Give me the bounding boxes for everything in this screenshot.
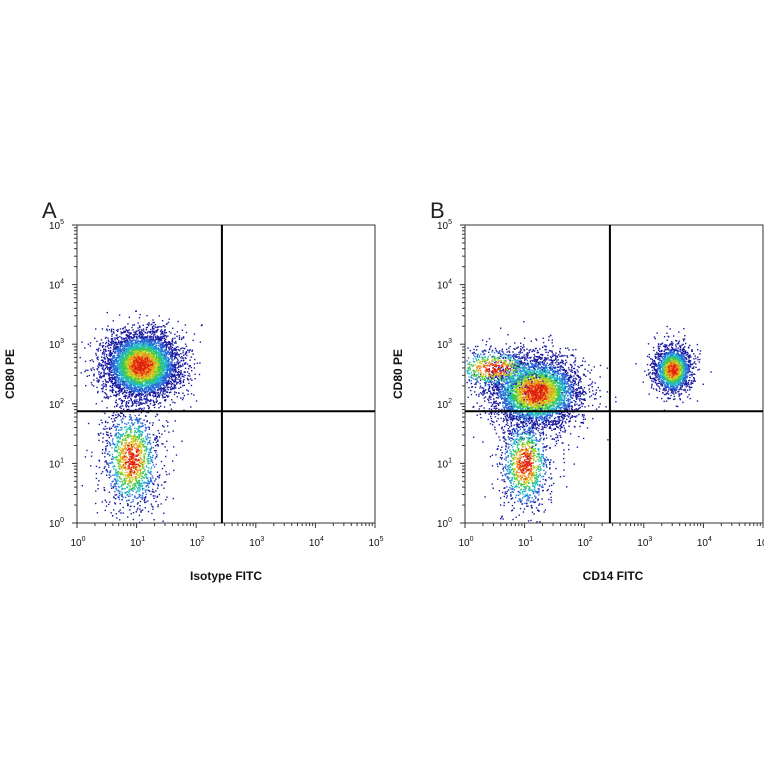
panel-a-events	[79, 310, 203, 524]
panel-a-plot-frame	[76, 224, 376, 524]
x-tick-label: 104	[697, 536, 712, 549]
x-tick-label: 103	[249, 536, 264, 549]
x-tick-label: 103	[637, 536, 652, 549]
panel-b-events	[466, 321, 712, 523]
x-tick-label: 100	[70, 536, 85, 549]
y-tick-label: 103	[49, 338, 64, 351]
panel-a-x-axis-title: Isotype FITC	[190, 569, 262, 583]
panel-b-y-axis-title: CD80 PE	[391, 349, 405, 399]
x-tick-label: 100	[458, 536, 473, 549]
panel-b-y-ticks: 100 101 102 103 104 105	[437, 219, 465, 530]
panel-a-y-axis-title: CD80 PE	[3, 349, 17, 399]
panel-b-plot-frame	[464, 224, 764, 524]
y-tick-label: 101	[49, 457, 64, 470]
y-tick-label: 103	[437, 338, 452, 351]
y-tick-label: 101	[437, 457, 452, 470]
x-tick-label: 101	[130, 536, 145, 549]
y-tick-label: 102	[49, 398, 64, 411]
y-tick-label: 104	[437, 279, 452, 292]
panel-a-letter: A	[42, 198, 57, 223]
y-tick-label: 105	[437, 219, 452, 232]
y-tick-label: 102	[437, 398, 452, 411]
panel-b-letter: B	[430, 198, 445, 223]
y-tick-label: 100	[437, 517, 452, 530]
x-tick-label: 105	[368, 536, 383, 549]
x-tick-label: 102	[190, 536, 205, 549]
x-tick-label: 101	[518, 536, 533, 549]
panel-a: A 100 101 102 103 104 105 100101102103104105 …	[3, 198, 384, 583]
y-tick-label: 104	[49, 279, 64, 292]
panel-b-x-axis-title: CD14 FITC	[583, 569, 644, 583]
panel-a-x-ticks: 100 101 102 103 104 105	[70, 523, 384, 549]
panel-b-x-ticks: 100 101 102 103 104 105	[458, 523, 764, 549]
x-tick-label: 102	[578, 536, 593, 549]
panel-a-y-ticks: 100 101 102 103 104 105	[49, 219, 77, 530]
x-tick-label: 104	[309, 536, 324, 549]
y-tick-label: 100	[49, 517, 64, 530]
x-tick-label: 105	[756, 536, 764, 549]
y-tick-label: 105	[49, 219, 64, 232]
